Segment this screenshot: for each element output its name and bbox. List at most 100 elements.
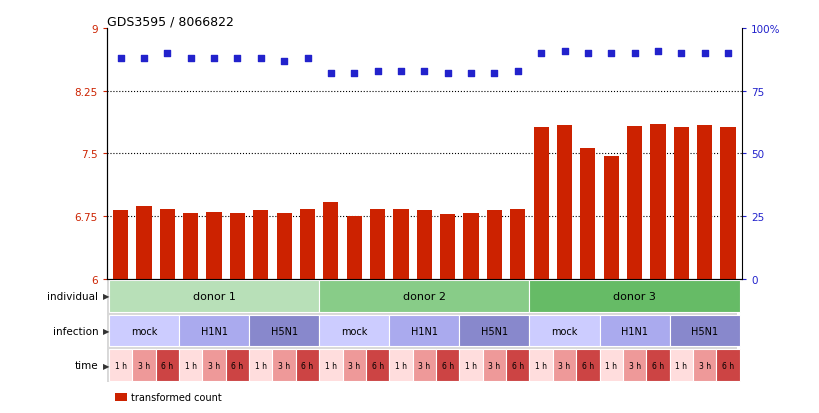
Point	[441, 71, 454, 77]
Bar	[179, 349, 202, 381]
Bar	[412, 349, 436, 381]
Point	[324, 71, 337, 77]
Point	[510, 68, 523, 75]
Point	[231, 56, 244, 62]
Bar	[716, 349, 739, 381]
Bar	[509, 209, 525, 279]
Text: 6 h: 6 h	[161, 361, 173, 370]
Bar	[272, 349, 296, 381]
Bar	[529, 315, 599, 347]
Bar	[599, 315, 669, 347]
Point	[207, 56, 220, 62]
Bar	[692, 349, 716, 381]
Bar	[276, 213, 292, 279]
Bar	[225, 349, 249, 381]
Text: 3 h: 3 h	[488, 361, 500, 370]
Point	[581, 51, 594, 57]
Bar	[296, 349, 319, 381]
Text: H1N1: H1N1	[410, 326, 437, 336]
Text: 1 h: 1 h	[324, 361, 337, 370]
Bar	[319, 280, 529, 312]
Bar	[389, 349, 412, 381]
Point	[487, 71, 500, 77]
Bar	[319, 349, 342, 381]
Bar	[109, 349, 132, 381]
Bar	[136, 206, 152, 279]
Text: donor 2: donor 2	[402, 291, 446, 301]
Text: 3 h: 3 h	[698, 361, 710, 370]
Bar	[253, 211, 268, 279]
Text: 1 h: 1 h	[255, 361, 266, 370]
Bar	[486, 211, 501, 279]
Point	[161, 51, 174, 57]
Text: 6 h: 6 h	[511, 361, 523, 370]
Bar	[229, 213, 245, 279]
Point	[464, 71, 477, 77]
Text: mock: mock	[550, 326, 577, 336]
Text: 3 h: 3 h	[138, 361, 150, 370]
Bar	[436, 349, 459, 381]
Text: ▶: ▶	[103, 361, 110, 370]
Text: individual: individual	[48, 291, 98, 301]
Bar	[533, 127, 548, 279]
Text: ▶: ▶	[103, 326, 110, 335]
Bar	[369, 210, 385, 279]
Text: H5N1: H5N1	[690, 326, 717, 336]
Bar	[440, 214, 455, 279]
Bar	[599, 349, 622, 381]
Point	[394, 68, 407, 75]
Text: 3 h: 3 h	[418, 361, 430, 370]
Bar	[720, 128, 735, 279]
Bar	[552, 349, 576, 381]
Bar	[556, 126, 572, 279]
Bar	[459, 349, 482, 381]
Text: 1 h: 1 h	[115, 361, 126, 370]
Text: 6 h: 6 h	[371, 361, 383, 370]
Bar	[482, 349, 505, 381]
Text: 1 h: 1 h	[604, 361, 617, 370]
Bar	[529, 349, 552, 381]
Text: H1N1: H1N1	[620, 326, 647, 336]
Bar	[109, 280, 319, 312]
Text: 3 h: 3 h	[348, 361, 360, 370]
Bar	[576, 349, 599, 381]
Bar	[673, 127, 688, 279]
Bar	[319, 315, 389, 347]
Point	[371, 68, 384, 75]
Bar	[463, 213, 478, 279]
Text: 3 h: 3 h	[628, 361, 640, 370]
Text: 3 h: 3 h	[558, 361, 570, 370]
Text: H5N1: H5N1	[480, 326, 508, 336]
Text: 6 h: 6 h	[581, 361, 593, 370]
Bar	[669, 315, 739, 347]
Point	[184, 56, 197, 62]
Point	[417, 68, 431, 75]
Text: 6 h: 6 h	[441, 361, 453, 370]
Text: ▶: ▶	[103, 292, 110, 301]
Bar	[696, 126, 712, 279]
Bar	[109, 315, 179, 347]
Bar	[389, 315, 459, 347]
Bar	[459, 315, 529, 347]
Bar	[393, 210, 408, 279]
Bar	[160, 209, 174, 279]
Text: GDS3595 / 8066822: GDS3595 / 8066822	[106, 16, 233, 29]
Text: donor 3: donor 3	[613, 291, 655, 301]
Bar	[529, 280, 739, 312]
Bar	[156, 349, 179, 381]
Text: 3 h: 3 h	[208, 361, 219, 370]
Point	[674, 51, 687, 57]
Bar	[505, 349, 529, 381]
Bar	[113, 211, 128, 279]
Text: 6 h: 6 h	[301, 361, 313, 370]
Point	[557, 48, 570, 55]
Text: 6 h: 6 h	[722, 361, 733, 370]
Text: 6 h: 6 h	[651, 361, 663, 370]
Point	[301, 56, 314, 62]
Bar	[249, 315, 319, 347]
Text: 6 h: 6 h	[231, 361, 243, 370]
Bar	[202, 349, 225, 381]
Bar	[346, 216, 361, 279]
Point	[254, 56, 267, 62]
Text: 1 h: 1 h	[184, 361, 197, 370]
